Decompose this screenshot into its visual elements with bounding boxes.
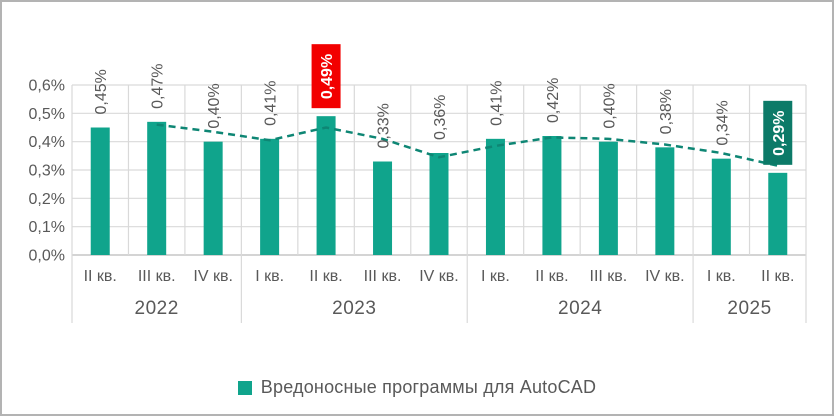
data-label: 0,40%	[601, 83, 618, 128]
bar	[655, 147, 675, 255]
y-tick-label: 0,6%	[29, 78, 65, 95]
bar	[711, 158, 731, 255]
quarter-label: II кв.	[535, 268, 568, 285]
bar	[542, 136, 562, 255]
data-label: 0,38%	[658, 89, 675, 134]
y-tick-label: 0,2%	[29, 191, 65, 208]
data-label: 0,34%	[714, 100, 731, 145]
quarter-label: IV кв.	[419, 268, 459, 285]
data-label: 0,33%	[376, 103, 393, 148]
quarter-label: I кв.	[255, 268, 284, 285]
quarter-label: III кв.	[364, 268, 402, 285]
quarter-label: III кв.	[138, 268, 176, 285]
bar	[90, 127, 110, 255]
bar	[373, 161, 393, 255]
quarter-label: I кв.	[481, 268, 510, 285]
legend-swatch-icon	[237, 380, 252, 395]
data-label: 0,45%	[93, 69, 110, 114]
chart-svg: 0,0% 0,1% 0,2% 0,3% 0,4% 0,5% 0,6% 0,45% 0,47% 0,…	[29, 44, 807, 323]
quarter-label: IV кв.	[193, 268, 233, 285]
data-label: 0,41%	[263, 80, 280, 125]
data-label-highlighted: 0,49%	[319, 54, 336, 99]
y-tick-label: 0,1%	[29, 219, 65, 236]
y-tick-label: 0,0%	[29, 248, 65, 265]
highlight-box	[763, 100, 793, 165]
bar	[260, 138, 280, 255]
bar	[203, 141, 223, 255]
y-tick-label: 0,3%	[29, 163, 65, 180]
y-tick-label: 0,4%	[29, 134, 65, 151]
bar	[598, 141, 618, 255]
highlight-box	[311, 44, 341, 109]
year-label: 2025	[727, 298, 771, 319]
data-label: 0,47%	[150, 63, 167, 108]
data-label: 0,36%	[432, 95, 449, 140]
bar	[147, 121, 167, 255]
quarter-label: II кв.	[84, 268, 117, 285]
legend-label: Вредоносные программы для AutoCAD	[260, 377, 597, 397]
data-label: 0,40%	[206, 83, 223, 128]
quarter-label: II кв.	[761, 268, 794, 285]
year-label: 2024	[558, 298, 602, 319]
quarter-label: IV кв.	[645, 268, 685, 285]
bar	[485, 138, 505, 255]
data-label: 0,42%	[545, 78, 562, 123]
y-tick-label: 0,5%	[29, 106, 65, 123]
year-label: 2023	[332, 298, 376, 319]
legend: Вредоносные программы для AutoCAD	[2, 377, 832, 398]
quarter-label: III кв.	[590, 268, 628, 285]
year-label: 2022	[135, 298, 179, 319]
data-label: 0,41%	[488, 80, 505, 125]
quarter-label: I кв.	[707, 268, 736, 285]
data-label-highlighted: 0,29%	[771, 110, 788, 155]
bar	[316, 116, 336, 256]
bar	[768, 172, 788, 255]
trendline	[156, 123, 779, 167]
bar	[429, 153, 449, 255]
quarter-label: II кв.	[309, 268, 342, 285]
